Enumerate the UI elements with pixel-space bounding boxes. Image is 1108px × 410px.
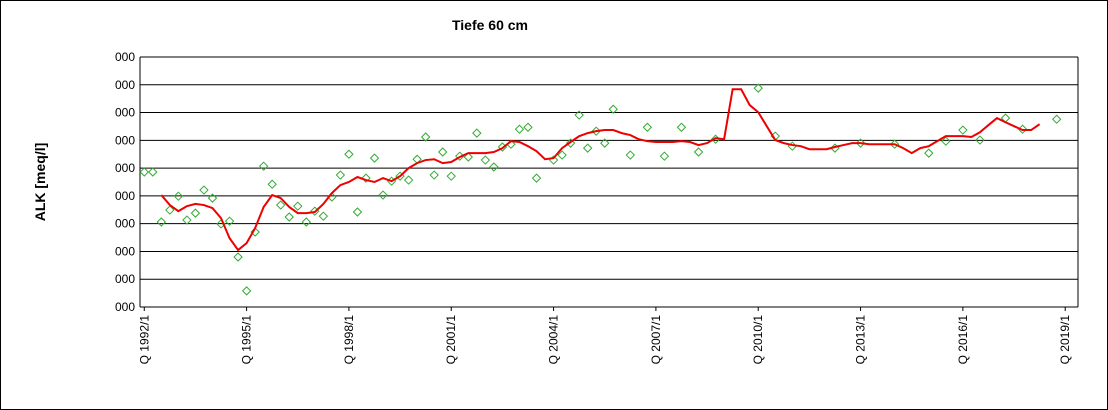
data-point [924, 148, 934, 158]
data-point [438, 147, 448, 157]
x-tick-label: Q 2016/1 [956, 315, 970, 365]
data-point [199, 185, 209, 195]
y-tick-label: 000 [115, 78, 135, 92]
data-point [625, 150, 636, 160]
data-point [480, 155, 491, 165]
data-point [659, 151, 670, 161]
data-point [361, 173, 371, 183]
x-tick-label: Q 1998/1 [342, 315, 356, 365]
x-tick-label: Q 2004/1 [547, 315, 561, 365]
data-point [182, 215, 192, 225]
chart-title: Tiefe 60 cm [452, 17, 528, 33]
y-axis-label: ALK [meq/l] [32, 143, 48, 222]
data-point [173, 191, 184, 201]
data-point [275, 200, 286, 210]
y-tick-label: 000 [115, 106, 135, 120]
data-point [463, 152, 474, 162]
data-point [753, 83, 763, 93]
data-point [489, 162, 499, 172]
x-tick-label: Q 2013/1 [854, 315, 868, 365]
data-point [642, 122, 653, 132]
data-point [241, 286, 252, 296]
data-point [233, 252, 243, 262]
data-point [148, 167, 158, 177]
data-point [420, 132, 431, 142]
x-tick-label: Q 2019/1 [1058, 315, 1072, 365]
data-point [693, 147, 704, 157]
data-point [514, 124, 525, 134]
data-point [335, 170, 346, 180]
data-point [582, 143, 593, 153]
data-point [344, 149, 354, 159]
y-tick-label: 000 [115, 217, 135, 231]
data-point [958, 125, 968, 135]
data-point [378, 190, 388, 200]
data-point [600, 138, 610, 148]
x-tick-label: Q 2001/1 [444, 315, 458, 365]
data-point [889, 139, 900, 149]
data-point [975, 135, 985, 145]
data-point [207, 193, 218, 203]
data-point [165, 205, 175, 215]
x-tick-label: Q 1992/1 [137, 315, 151, 365]
data-point [139, 167, 149, 177]
data-point [1051, 114, 1062, 124]
y-tick-label: 000 [115, 244, 135, 258]
data-point [523, 122, 533, 132]
data-point [941, 136, 951, 146]
x-tick-label: Q 2007/1 [649, 315, 663, 365]
x-tick-label: Q 2010/1 [751, 315, 765, 365]
data-point [608, 104, 618, 114]
data-point [190, 208, 201, 218]
y-tick-label: 000 [115, 50, 135, 64]
data-point [250, 227, 260, 237]
data-point [557, 150, 567, 160]
y-tick-label: 000 [115, 161, 135, 175]
data-point [318, 211, 329, 221]
data-point [403, 175, 414, 185]
data-point [258, 161, 269, 171]
data-point [224, 216, 235, 226]
data-point [156, 217, 167, 227]
data-line [160, 88, 1041, 252]
data-point [352, 207, 363, 217]
data-point [284, 212, 294, 222]
data-point [301, 217, 311, 227]
data-point [531, 173, 542, 183]
y-tick-label: 000 [115, 133, 135, 147]
data-point [429, 170, 439, 180]
data-point [293, 201, 303, 211]
data-point [676, 122, 687, 132]
data-point [855, 138, 866, 148]
data-point [472, 128, 482, 138]
y-tick-label: 000 [115, 300, 135, 314]
data-point [574, 110, 584, 120]
data-point [369, 153, 380, 163]
data-point [446, 171, 456, 181]
x-tick-label: Q 1995/1 [240, 315, 254, 365]
data-point [565, 138, 576, 148]
y-tick-label: 000 [115, 272, 135, 286]
y-tick-label: 000 [115, 189, 135, 203]
data-point [267, 179, 277, 189]
